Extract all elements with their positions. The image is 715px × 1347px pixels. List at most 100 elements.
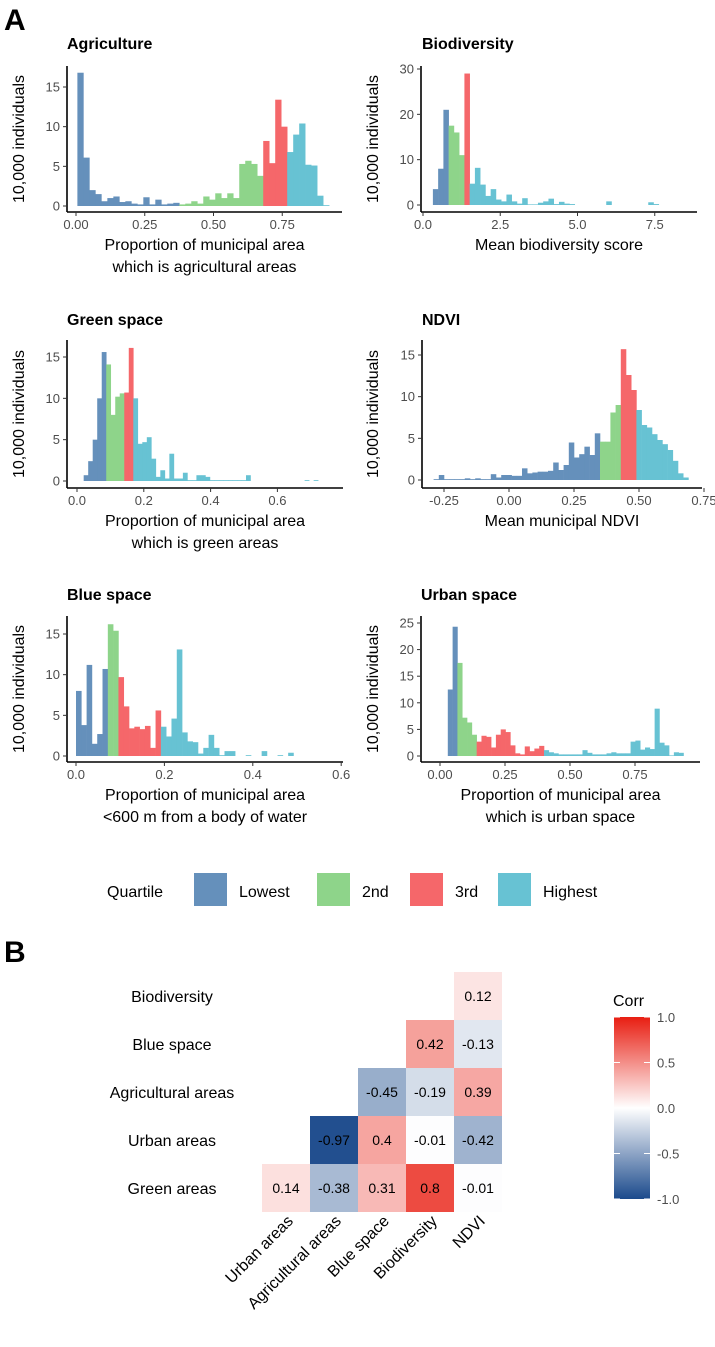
histogram-bar bbox=[532, 472, 538, 480]
x-tick-label: 2.5 bbox=[491, 217, 509, 232]
histogram-bar bbox=[491, 747, 497, 756]
x-axis-label: Proportion of municipal area bbox=[105, 513, 305, 530]
x-axis-label: <600 m from a body of water bbox=[103, 809, 308, 826]
histogram-bar bbox=[524, 746, 530, 756]
histogram-bar bbox=[155, 476, 161, 481]
histogram-bar bbox=[505, 732, 511, 756]
heatmap-cell: -0.13 bbox=[454, 1020, 502, 1068]
histogram-bar bbox=[196, 475, 202, 481]
histogram-bar bbox=[245, 755, 252, 756]
histogram-bar bbox=[452, 626, 458, 756]
x-axis-label: Mean biodiversity score bbox=[475, 237, 643, 254]
histogram-bar bbox=[537, 471, 544, 480]
legend-item-highest: Highest bbox=[498, 873, 598, 906]
histogram-bar bbox=[471, 734, 477, 756]
histogram-bar bbox=[481, 735, 487, 756]
histogram-bar bbox=[191, 201, 198, 206]
histogram-bar bbox=[76, 690, 82, 756]
histogram-bar bbox=[209, 199, 216, 206]
histogram-bar bbox=[592, 754, 598, 756]
histogram-bar bbox=[144, 725, 151, 756]
x-axis-label: Proportion of municipal area bbox=[104, 237, 304, 254]
histogram-bar bbox=[150, 747, 156, 756]
histogram-bar bbox=[610, 412, 616, 480]
histogram-bar bbox=[606, 753, 612, 756]
histogram-bar bbox=[101, 352, 107, 481]
histogram-bar bbox=[572, 754, 578, 756]
histogram-bar bbox=[527, 473, 533, 480]
histogram-bar bbox=[579, 454, 585, 480]
histogram-bar bbox=[95, 194, 102, 206]
histogram-bar bbox=[178, 478, 184, 481]
histogram-bar bbox=[539, 745, 545, 756]
histogram-bar bbox=[133, 398, 139, 481]
histogram-bar bbox=[221, 198, 228, 206]
histogram-bar bbox=[128, 347, 134, 481]
histogram-bar bbox=[287, 152, 294, 206]
heatmap-cell-value: -0.38 bbox=[318, 1180, 350, 1196]
histogram-bar bbox=[102, 668, 109, 756]
histogram-bar bbox=[209, 480, 215, 481]
histogram-bar bbox=[464, 73, 470, 205]
x-tick-label: 0.50 bbox=[557, 767, 582, 782]
heatmap-cell-value: 0.14 bbox=[272, 1180, 299, 1196]
histogram-bar bbox=[529, 751, 535, 756]
histogram-bar bbox=[635, 740, 641, 756]
histogram-bar bbox=[500, 729, 506, 756]
colorbar-tick-label: -1.0 bbox=[657, 1192, 679, 1207]
histogram-bar bbox=[459, 155, 465, 205]
histogram-bar bbox=[317, 195, 324, 206]
x-axis-label: Proportion of municipal area bbox=[105, 787, 305, 804]
histogram-bar bbox=[532, 204, 539, 205]
x-tick-label: 0.0 bbox=[414, 217, 432, 232]
histogram-bar bbox=[192, 742, 199, 756]
histogram-bar bbox=[646, 427, 653, 480]
histogram-bar bbox=[467, 722, 473, 756]
histogram-bar bbox=[197, 753, 204, 756]
histogram-bar bbox=[564, 203, 570, 205]
heatmap-cell: 0.39 bbox=[454, 1068, 502, 1116]
y-axis-label: 10,000 individuals bbox=[11, 75, 28, 203]
x-tick-label: -0.25 bbox=[429, 493, 459, 508]
x-tick-label: 0.2 bbox=[155, 767, 173, 782]
heatmap-cell: 0.42 bbox=[406, 1020, 454, 1068]
histogram-bar bbox=[516, 203, 523, 205]
histogram-bar bbox=[606, 201, 612, 205]
y-tick-label: 15 bbox=[46, 80, 60, 95]
y-tick-label: 25 bbox=[400, 616, 414, 631]
heatmap-cell: -0.45 bbox=[358, 1068, 406, 1116]
histogram-bar bbox=[596, 754, 603, 756]
histogram-bar bbox=[182, 732, 188, 756]
histogram-bar bbox=[615, 405, 622, 480]
heatmap-cell-value: -0.01 bbox=[462, 1180, 494, 1196]
histogram-bar bbox=[543, 201, 549, 205]
histogram-bar bbox=[553, 204, 560, 205]
histogram-bar bbox=[584, 446, 590, 480]
heatmap-cell-fill bbox=[406, 1068, 454, 1116]
x-tick-label: 0.00 bbox=[496, 493, 521, 508]
histogram-bar bbox=[137, 443, 143, 481]
histogram-bar bbox=[522, 468, 528, 480]
histogram-bar bbox=[81, 725, 87, 756]
y-tick-label: 15 bbox=[46, 350, 60, 365]
histogram-bar bbox=[313, 480, 319, 481]
histogram-bar bbox=[522, 198, 528, 205]
y-tick-label: 0 bbox=[408, 473, 415, 488]
histogram-bar bbox=[146, 437, 152, 481]
y-tick-label: 10 bbox=[401, 389, 415, 404]
histogram-bar bbox=[227, 193, 234, 206]
y-axis-label: 10,000 individuals bbox=[365, 75, 382, 203]
y-tick-label: 5 bbox=[407, 722, 414, 737]
histogram-green-space: Green space 0 5 10 15 0.0 0.2 0.4 0.6 Proportion … bbox=[11, 312, 343, 552]
histogram-bar bbox=[229, 751, 236, 756]
histogram-bar bbox=[563, 754, 569, 756]
histogram-bar bbox=[527, 204, 533, 205]
histogram-bar bbox=[568, 442, 575, 480]
histogram-bar bbox=[657, 440, 663, 480]
heatmap-cell: -0.01 bbox=[454, 1164, 502, 1212]
x-tick-label: 0.50 bbox=[201, 217, 226, 232]
histogram-bar bbox=[669, 755, 675, 756]
y-tick-label: 0 bbox=[407, 749, 414, 764]
heatmap-cell-value: -0.42 bbox=[462, 1132, 494, 1148]
